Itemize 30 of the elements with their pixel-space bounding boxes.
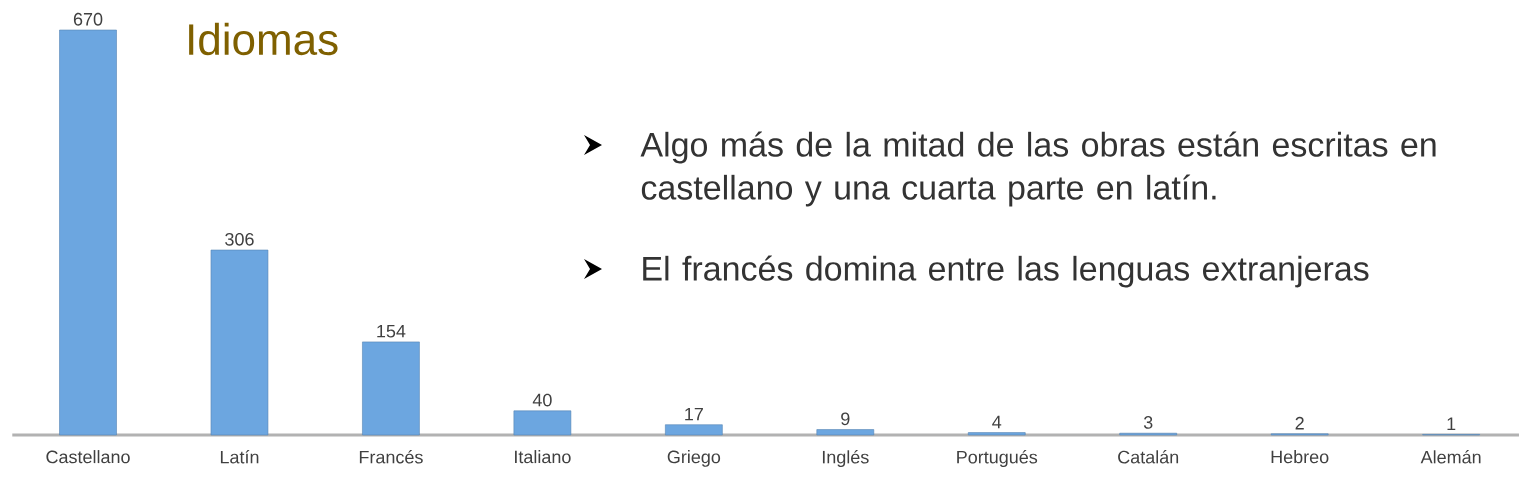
x-tick-label: Portugués bbox=[957, 450, 1038, 468]
bar bbox=[816, 429, 875, 436]
data-label: 1 bbox=[1447, 417, 1456, 430]
x-tick-label: Griego bbox=[667, 450, 721, 467]
data-label: 2 bbox=[1295, 416, 1304, 430]
chart-title: Idiomas bbox=[189, 22, 338, 56]
bar bbox=[513, 410, 572, 436]
data-label: 670 bbox=[73, 12, 103, 26]
data-label: 17 bbox=[685, 407, 703, 421]
data-label: 40 bbox=[532, 393, 552, 407]
bar bbox=[665, 424, 723, 436]
annotation: Algo más de la mitad de las obras están escritas en castellano y una cuarta parte en latín. bbox=[640, 131, 1436, 207]
data-label: 306 bbox=[225, 232, 254, 246]
x-tick-label: Alemán bbox=[1420, 450, 1481, 464]
bar bbox=[210, 249, 269, 436]
data-label: 3 bbox=[1143, 416, 1153, 429]
x-tick-label: Hebreo bbox=[1271, 450, 1329, 464]
x-tick-label: Castellano bbox=[46, 450, 130, 464]
x-tick-label: Latín bbox=[220, 450, 259, 464]
x-tick-label: Catalán bbox=[1118, 450, 1179, 464]
x-tick-label: Italiano bbox=[515, 450, 571, 464]
data-label: 4 bbox=[992, 415, 1002, 429]
x-tick-label: Inglés bbox=[822, 450, 869, 468]
bar bbox=[967, 432, 1026, 436]
x-tick-label: Francés bbox=[359, 450, 423, 464]
data-label: 9 bbox=[841, 412, 850, 426]
bar bbox=[59, 29, 117, 436]
annotation: El francés domina entre las lenguas extranjeras bbox=[643, 255, 1369, 288]
bar bbox=[362, 341, 420, 436]
data-label: 154 bbox=[377, 324, 406, 338]
